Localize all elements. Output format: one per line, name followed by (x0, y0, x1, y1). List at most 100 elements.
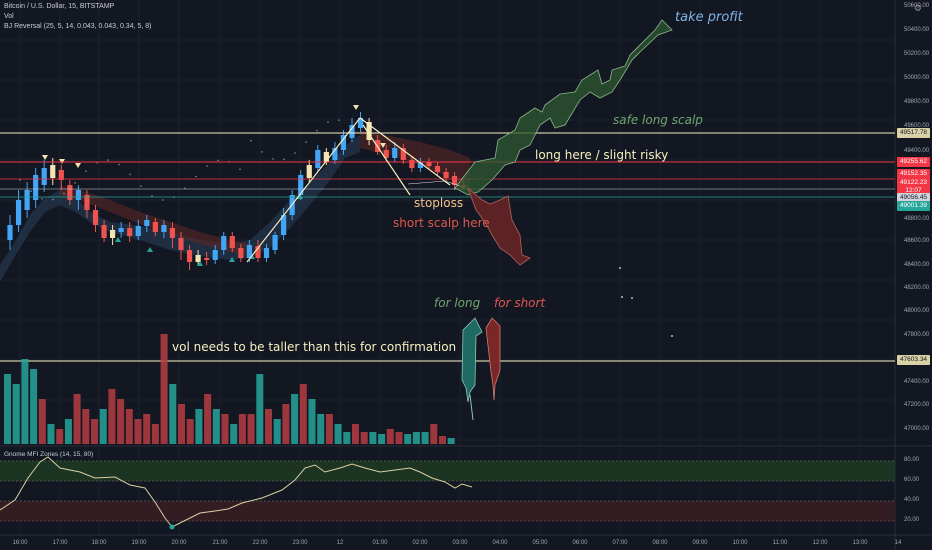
time-axis-label: 03:00 (452, 540, 468, 546)
trail-dot (316, 129, 318, 132)
candle-body (417, 162, 423, 168)
volume-bar (273, 419, 281, 444)
gear-icon[interactable]: ⚙ (913, 3, 922, 13)
candle-body (212, 250, 218, 260)
sell-signal (353, 105, 359, 110)
price-tag: 49122.23 (897, 178, 930, 188)
y-axis-label: 50000.00 (904, 75, 930, 81)
trail-dot (151, 195, 153, 197)
price-tag: 49152.35 (897, 169, 930, 179)
volume-bar (412, 432, 420, 444)
scatter-dot (671, 335, 673, 337)
trail-dot (129, 173, 131, 176)
mfi-indicator-pane (0, 456, 895, 530)
volume-bar (352, 424, 359, 444)
volume-bar (421, 432, 429, 444)
trail-dot (305, 141, 307, 143)
y-axis-label: 50400.00 (904, 27, 930, 33)
stoploss-note: stoploss (414, 196, 464, 210)
volume-bars (4, 334, 455, 444)
long-arrow-tail (469, 394, 474, 421)
time-axis-label: 23:00 (292, 540, 308, 546)
candle-body (452, 176, 458, 185)
time-axis-label: 01:00 (372, 540, 388, 546)
sell-signal (75, 163, 81, 168)
time-axis-label: 12:00 (812, 540, 828, 546)
mfi-overbought-zone (0, 461, 895, 481)
candle-body (340, 135, 347, 150)
volume-bar (343, 432, 351, 444)
candle-body (144, 220, 150, 226)
trail-dot (30, 190, 32, 193)
trail-dot (250, 139, 252, 142)
volume-bar (360, 432, 368, 444)
stoploss-line (362, 124, 411, 196)
candle-body (255, 246, 261, 258)
trail-dot (261, 151, 263, 153)
candle-body (169, 228, 176, 238)
volume-bar (256, 374, 264, 444)
trail-dot (294, 152, 296, 154)
mfi-indicator-title: Gnome MFI Zones (14, 15, 80) (4, 451, 94, 458)
candle-body (7, 225, 13, 240)
volume-bar (404, 434, 412, 444)
price-marker-line (407, 180, 461, 187)
time-axis-label: 06:00 (572, 540, 588, 546)
time-axis-label: 22:00 (252, 540, 268, 546)
short-scalp-note: short scalp here (393, 216, 490, 230)
time-axis-label: 04:00 (492, 540, 508, 546)
volume-bar (291, 394, 299, 444)
candle-body (332, 148, 338, 160)
candle-body (306, 165, 312, 178)
mfi-oversold-zone (0, 501, 895, 521)
sell-signal (380, 143, 386, 148)
buy-signal (297, 194, 303, 199)
candle-body (315, 150, 321, 168)
buy-signal (147, 247, 153, 252)
time-axis-label: 02:00 (412, 540, 428, 546)
volume-bar (151, 424, 159, 444)
candle-body (281, 215, 287, 235)
mfi-oversold-marker (169, 524, 175, 530)
trail-dot (327, 121, 329, 124)
volume-bar (299, 384, 307, 444)
volume-bar (169, 384, 177, 444)
y-axis-label: 49600.00 (904, 123, 930, 129)
candle-body (118, 228, 124, 232)
y-axis-label: 50200.00 (904, 51, 930, 57)
trail-dot (41, 197, 43, 200)
volume-bar (56, 429, 64, 444)
time-axis-label: 10:00 (732, 540, 748, 546)
volume-bar (30, 369, 38, 444)
trade-drawings[interactable] (246, 19, 673, 421)
indicator-label: BJ Reversal (25, 5, 14, 0.043, 0.043, 0.… (4, 23, 152, 30)
volume-bar (91, 419, 98, 444)
candle-body (127, 228, 133, 236)
trail-dot (107, 159, 109, 161)
volume-bar (82, 409, 90, 444)
mfi-level-label: 40.00 (904, 497, 920, 503)
volume-bar (378, 434, 386, 444)
candle-body (58, 170, 64, 180)
horizontal-levels[interactable] (0, 132, 895, 362)
volume-bar (186, 419, 194, 444)
volume-bar (21, 359, 29, 444)
trail-dot (140, 185, 142, 188)
y-axis-label: 49800.00 (904, 99, 930, 105)
volume-bar (64, 419, 72, 444)
volume-bar (212, 409, 220, 444)
safe-long-scalp-note: safe long scalp (613, 113, 703, 127)
candle-body (152, 222, 158, 232)
trail-dot (74, 182, 76, 184)
time-axis-label: 17:00 (52, 540, 68, 546)
volume-bar (125, 409, 133, 444)
candle-body (246, 245, 252, 258)
volume-bar (238, 414, 246, 444)
symbol-title: Bitcoin / U.S. Dollar, 15, BITSTAMP (4, 3, 115, 10)
volume-bar (317, 414, 325, 444)
volume-bar (265, 409, 272, 444)
volume-bar (230, 424, 238, 444)
time-axis-label: 07:00 (612, 540, 628, 546)
y-axis-label: 48800.00 (904, 216, 930, 222)
